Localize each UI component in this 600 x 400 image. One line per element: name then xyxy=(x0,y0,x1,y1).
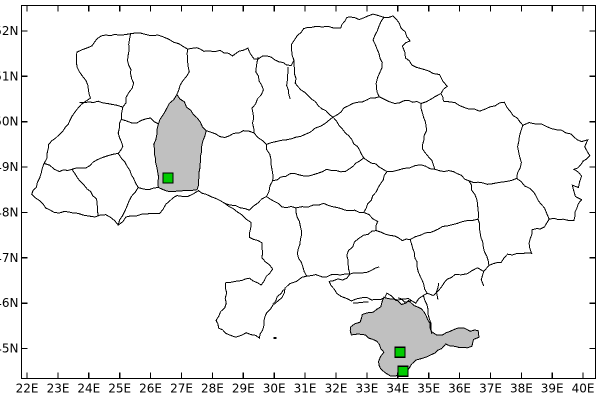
oblast-border xyxy=(266,180,274,197)
oblast-border xyxy=(420,93,442,104)
oblast-border xyxy=(138,187,159,191)
oblast-border xyxy=(363,171,388,213)
x-tick-label: 40E xyxy=(572,382,595,396)
x-tick-label: 23E xyxy=(47,382,70,396)
water-feature-line xyxy=(286,67,291,100)
y-tick-label: 49N xyxy=(0,160,19,174)
x-tick-label: 30E xyxy=(263,382,286,396)
oblast-border xyxy=(332,96,380,118)
water-feature-line xyxy=(422,295,433,335)
oblast-border xyxy=(434,168,469,182)
oblast-border xyxy=(346,230,377,275)
x-tick-label: 36E xyxy=(448,382,471,396)
y-tick-label: 46N xyxy=(0,296,19,310)
y-tick-label: 48N xyxy=(0,205,19,219)
x-tick-label: 31E xyxy=(294,382,317,396)
oblast-border xyxy=(117,187,139,226)
oblast-border xyxy=(468,180,480,220)
x-tick-label: 33E xyxy=(355,382,378,396)
water-feature-line xyxy=(435,282,440,300)
oblast-border xyxy=(468,177,517,185)
x-tick-label: 37E xyxy=(479,382,502,396)
x-tick-label: 35E xyxy=(417,382,440,396)
oblast-border xyxy=(122,33,135,108)
oblast-border xyxy=(516,125,524,179)
oblast-border xyxy=(420,103,436,170)
oblast-border xyxy=(363,157,388,173)
oblast-border xyxy=(477,219,490,266)
oblast-border xyxy=(117,119,124,154)
country-border xyxy=(31,13,591,339)
station-marker xyxy=(162,172,174,184)
oblast-border xyxy=(266,144,274,181)
oblast-border xyxy=(224,196,267,211)
x-tick-label: 39E xyxy=(541,382,564,396)
y-tick-label: 52N xyxy=(0,24,19,38)
oblast-border xyxy=(253,132,267,145)
snake-island xyxy=(273,337,277,340)
oblast-border xyxy=(176,49,190,95)
x-tick-label: 27E xyxy=(170,382,193,396)
water-feature-line xyxy=(352,301,369,304)
highlighted-region-khmelnytskyi-oblast xyxy=(153,93,207,193)
water-feature-line xyxy=(480,271,485,287)
station-marker xyxy=(394,346,406,358)
oblast-border xyxy=(206,130,255,139)
oblast-border xyxy=(71,169,99,217)
oblast-border xyxy=(79,100,123,108)
x-tick-label: 32E xyxy=(325,382,348,396)
map-layer xyxy=(31,13,591,377)
oblast-border xyxy=(376,230,411,242)
oblast-border xyxy=(251,57,264,134)
station-marker xyxy=(397,365,409,377)
y-tick-label: 45N xyxy=(0,342,19,356)
water-feature-line xyxy=(349,266,380,275)
oblast-border xyxy=(117,153,139,188)
plot-frame xyxy=(20,4,597,380)
x-tick-label: 28E xyxy=(201,382,224,396)
oblast-border xyxy=(409,218,479,241)
oblast-border xyxy=(120,107,124,120)
oblast-border xyxy=(293,60,334,118)
x-tick-label: 34E xyxy=(386,382,409,396)
oblast-border xyxy=(409,239,428,294)
axes-layer: 22E 23E 24E 25E 26E 27E 28E 29E 30E 31E 32E 33E 34E 3… xyxy=(0,4,597,396)
highlighted-region-crimea xyxy=(349,296,480,377)
oblast-border xyxy=(266,196,296,209)
oblast-border xyxy=(272,157,365,182)
oblast-border xyxy=(516,177,550,220)
x-tick-label: 24E xyxy=(77,382,100,396)
x-tick-label: 22E xyxy=(16,382,39,396)
y-tick-label: 51N xyxy=(0,69,19,83)
water-feature-line xyxy=(272,289,284,305)
x-tick-label: 26E xyxy=(139,382,162,396)
oblast-border xyxy=(121,117,159,125)
oblast-border xyxy=(363,211,379,231)
oblast-border xyxy=(378,96,422,105)
oblast-border xyxy=(295,202,364,213)
x-tick-label: 38E xyxy=(510,382,533,396)
y-tick-label: 47N xyxy=(0,251,19,265)
x-tick-label: 29E xyxy=(232,382,255,396)
oblast-border xyxy=(71,152,119,170)
x-tick-label: 25E xyxy=(108,382,131,396)
oblast-border xyxy=(266,116,334,145)
y-tick-label: 50N xyxy=(0,115,19,129)
oblast-border xyxy=(386,164,435,173)
oblast-border xyxy=(332,116,365,159)
oblast-border xyxy=(295,207,308,277)
oblast-border xyxy=(43,162,73,173)
oblast-border xyxy=(372,17,385,97)
water-feature-line xyxy=(397,297,411,303)
